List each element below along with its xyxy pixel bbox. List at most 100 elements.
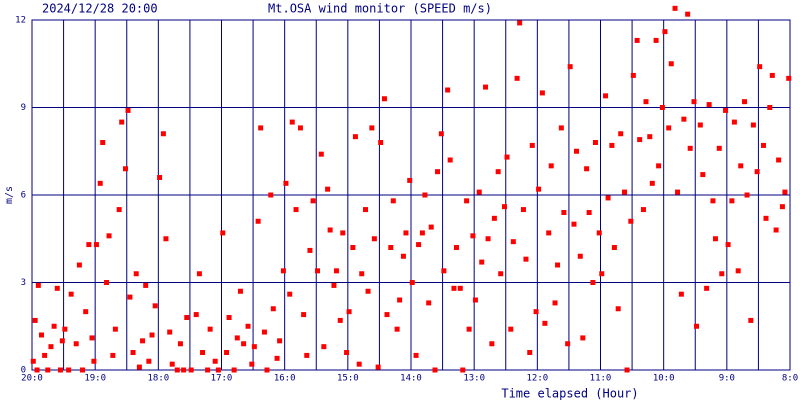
point <box>133 271 139 277</box>
point <box>489 341 495 347</box>
point <box>325 186 331 192</box>
point <box>237 288 243 294</box>
point <box>287 291 293 297</box>
point <box>735 268 741 274</box>
point <box>710 198 716 204</box>
point <box>193 312 199 318</box>
point <box>441 268 447 274</box>
point <box>249 361 255 367</box>
point <box>413 352 419 358</box>
point <box>231 367 237 373</box>
point <box>160 131 166 137</box>
point <box>346 309 352 315</box>
point <box>678 291 684 297</box>
point <box>675 189 681 195</box>
point <box>731 119 737 125</box>
x-tick-label: 11:0 <box>590 374 612 384</box>
point <box>681 116 687 122</box>
point <box>653 37 659 43</box>
point <box>394 326 400 332</box>
point <box>188 367 194 373</box>
point <box>205 367 211 373</box>
point <box>340 230 346 236</box>
x-tick-label: 16:0 <box>274 374 296 384</box>
point <box>422 192 428 198</box>
point <box>624 367 630 373</box>
point <box>331 282 337 288</box>
point <box>97 180 103 186</box>
point <box>485 236 491 242</box>
point <box>763 215 769 221</box>
point <box>169 361 175 367</box>
point <box>365 288 371 294</box>
x-tick-label: 17:0 <box>211 374 233 384</box>
point <box>163 236 169 242</box>
point <box>438 131 444 137</box>
point <box>57 367 63 373</box>
point <box>177 341 183 347</box>
point <box>685 11 691 17</box>
point <box>548 163 554 169</box>
point <box>270 306 276 312</box>
point <box>476 189 482 195</box>
point <box>304 352 310 358</box>
x-tick-label: 12:0 <box>526 374 548 384</box>
point <box>122 166 128 172</box>
point <box>603 93 609 99</box>
point <box>42 352 48 358</box>
point <box>445 87 451 93</box>
point <box>514 75 520 81</box>
point <box>315 268 321 274</box>
x-axis-label: Time elapsed (Hour) <box>501 387 638 400</box>
point <box>586 210 592 215</box>
x-tick-label: 14:0 <box>400 374 422 384</box>
point <box>672 5 678 11</box>
y-tick-label: 12 <box>15 16 26 26</box>
point <box>744 192 750 198</box>
point <box>498 271 504 277</box>
point <box>491 215 497 221</box>
point <box>307 247 313 253</box>
point <box>517 20 523 26</box>
point <box>725 242 731 248</box>
point <box>116 207 122 213</box>
point <box>310 198 316 204</box>
point <box>140 338 146 344</box>
point <box>457 285 463 291</box>
point <box>546 230 552 236</box>
point <box>54 285 60 291</box>
point <box>464 198 470 204</box>
point <box>723 107 729 113</box>
point <box>215 367 221 373</box>
point <box>371 236 377 242</box>
point <box>34 367 40 373</box>
point <box>381 96 387 102</box>
point <box>712 236 718 242</box>
x-tick-label: 9:0 <box>719 374 735 384</box>
point <box>241 341 247 347</box>
point <box>634 37 640 43</box>
point <box>470 233 476 239</box>
point <box>592 140 598 145</box>
point <box>280 268 286 274</box>
point <box>700 172 706 178</box>
point <box>297 125 303 131</box>
point <box>609 142 615 148</box>
point <box>742 99 748 105</box>
point <box>694 323 700 329</box>
point <box>483 84 489 90</box>
point <box>220 230 226 236</box>
point <box>615 306 621 312</box>
point <box>363 207 369 213</box>
timestamp: 2024/12/28 20:00 <box>42 2 158 16</box>
point <box>495 169 501 175</box>
point <box>378 140 384 145</box>
y-tick-label: 3 <box>21 278 26 288</box>
point <box>453 245 459 250</box>
point <box>167 329 173 335</box>
point <box>782 189 788 195</box>
x-tick-label: 10:0 <box>653 374 675 384</box>
point <box>76 262 82 268</box>
point <box>73 341 79 347</box>
